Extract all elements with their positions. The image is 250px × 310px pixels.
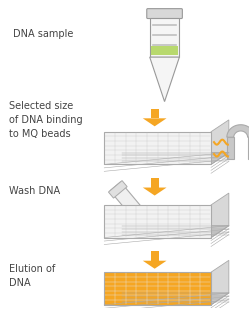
Polygon shape [143,188,167,196]
Polygon shape [138,215,147,224]
Polygon shape [150,57,180,102]
Polygon shape [110,182,146,221]
Polygon shape [108,181,127,198]
FancyBboxPatch shape [147,9,182,19]
Polygon shape [151,108,158,118]
Polygon shape [104,272,211,305]
Text: Wash DNA: Wash DNA [9,186,60,196]
Polygon shape [141,217,149,226]
Polygon shape [104,226,229,237]
Polygon shape [136,213,144,222]
Polygon shape [143,261,167,269]
Polygon shape [227,125,250,137]
Bar [227,137,234,159]
Bar [150,18,180,57]
Polygon shape [211,120,229,164]
Polygon shape [134,211,142,220]
Polygon shape [143,118,167,126]
Polygon shape [146,221,154,230]
Text: Selected size
of DNA binding
to MQ beads: Selected size of DNA binding to MQ beads [9,101,83,139]
Polygon shape [151,178,158,188]
Polygon shape [104,132,211,164]
Polygon shape [131,209,140,218]
Text: DNA sample: DNA sample [13,29,74,39]
Polygon shape [151,251,158,261]
Polygon shape [211,260,229,305]
Polygon shape [104,293,229,305]
Text: Elution of
DNA: Elution of DNA [9,264,56,288]
Bar [248,137,250,159]
Bar [151,46,178,55]
Polygon shape [211,193,229,237]
Polygon shape [148,223,156,232]
Polygon shape [143,219,152,228]
Polygon shape [104,205,211,237]
Polygon shape [104,153,229,164]
